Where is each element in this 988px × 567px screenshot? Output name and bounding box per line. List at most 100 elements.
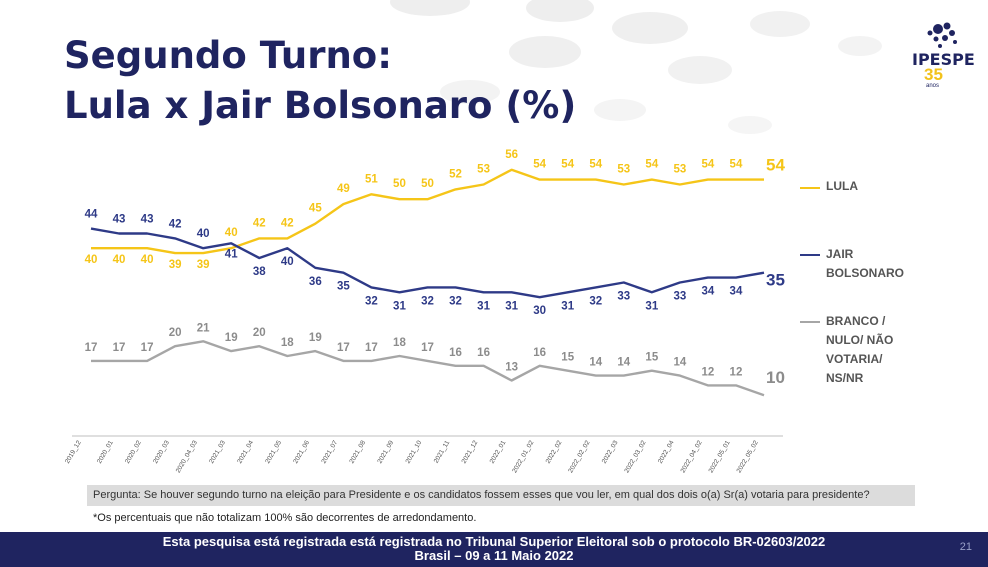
data-label-1: 42 xyxy=(169,218,182,230)
data-label-1: 31 xyxy=(505,300,518,312)
data-label-0: 54 xyxy=(702,159,715,171)
page-number: 21 xyxy=(959,541,972,553)
data-label-0: 51 xyxy=(365,173,378,185)
data-label-1: 36 xyxy=(309,276,322,288)
data-label-0: 53 xyxy=(477,164,490,176)
series-line-2 xyxy=(91,340,765,397)
logo-number: 35 xyxy=(924,65,943,84)
data-label-2: 17 xyxy=(365,342,378,354)
legend-jair-marker xyxy=(800,254,820,256)
logo-dots-icon xyxy=(927,22,957,48)
data-label-1: 33 xyxy=(617,291,630,303)
legend-lula: LULA xyxy=(826,177,858,196)
x-tick-label: 2022_02_02 xyxy=(567,439,591,474)
data-label-0: 54 xyxy=(645,159,658,171)
data-label-0: 49 xyxy=(337,183,350,195)
data-label-1: 43 xyxy=(141,214,154,226)
data-label-1: 31 xyxy=(477,300,490,312)
x-tick-label: 2022_03_02 xyxy=(623,439,647,474)
data-label-1: 40 xyxy=(281,256,294,268)
data-label-2: 20 xyxy=(169,327,182,339)
x-tick-label: 2022_01 xyxy=(489,439,508,465)
data-label-0: 40 xyxy=(141,254,154,266)
survey-question: Pergunta: Se houver segundo turno na ele… xyxy=(87,485,915,506)
data-label-0: 45 xyxy=(309,203,322,215)
x-tick-label: 2021_07 xyxy=(320,439,339,465)
x-tick-label: 2022_05_01 xyxy=(708,439,732,474)
data-label-2: 21 xyxy=(197,322,210,334)
data-label-2: 17 xyxy=(113,342,126,354)
logo-suffix: anos xyxy=(926,83,940,89)
legend-branco: BRANCO / NULO/ NÃO VOTARIA/ NS/NR xyxy=(826,312,893,388)
data-label-0: 42 xyxy=(253,217,266,229)
x-tick-label: 2021_06 xyxy=(292,439,311,465)
data-label-1: 32 xyxy=(589,295,602,307)
x-tick-label: 2021_10 xyxy=(405,439,424,465)
data-label-0: 53 xyxy=(617,164,630,176)
x-tick-label: 2022_04 xyxy=(657,439,676,465)
data-label-2: 15 xyxy=(561,352,574,364)
x-tick-label: 2020_04_03 xyxy=(175,439,199,474)
x-tick-label: 2022_01_02 xyxy=(511,439,535,474)
data-label-2: 12 xyxy=(702,366,715,378)
data-label-0: 54 xyxy=(589,159,602,171)
data-label-0: 54 xyxy=(730,159,743,171)
x-tick-label: 2022_03 xyxy=(601,439,620,465)
legend-jair-label-line2: BOLSONARO xyxy=(826,266,904,280)
legend-branco-label-line2: NULO/ NÃO xyxy=(826,333,894,347)
data-label-0: 53 xyxy=(673,164,686,176)
footer-date-text: Brasil – 09 a 11 Maio 2022 xyxy=(414,548,574,563)
footer-registration-text: Esta pesquisa está registrada está regis… xyxy=(162,534,826,549)
x-tick-label: 2021_04 xyxy=(236,439,255,465)
data-label-2: 19 xyxy=(225,332,238,344)
data-label-2: 14 xyxy=(673,357,686,369)
legend-lula-label: LULA xyxy=(826,179,858,193)
series-line-1 xyxy=(90,227,765,299)
footnote: *Os percentuais que não totalizam 100% s… xyxy=(93,512,477,524)
data-label-1: 40 xyxy=(197,228,210,240)
data-label-1: 41 xyxy=(225,248,238,260)
data-label-2: 15 xyxy=(645,352,658,364)
data-label-2: 16 xyxy=(477,347,490,359)
x-tick-label: 2022_04_02 xyxy=(680,439,704,474)
data-label-1: 32 xyxy=(421,295,434,307)
series-layer xyxy=(90,168,765,397)
x-tick-label: 2020_01 xyxy=(96,439,115,465)
data-label-0: 52 xyxy=(449,168,462,180)
data-label-1: 35 xyxy=(337,281,350,293)
data-label-1: 32 xyxy=(365,295,378,307)
data-label-1: 38 xyxy=(253,266,266,278)
data-label-0: 40 xyxy=(225,227,238,239)
data-label-1: 31 xyxy=(561,300,574,312)
data-label-2: 17 xyxy=(337,342,350,354)
ipespe-logo: IPESPE 35 anos xyxy=(912,20,975,90)
data-label-1: 34 xyxy=(730,286,743,298)
slide-title-line2: Lula x Jair Bolsonaro (%) xyxy=(64,84,577,127)
data-label-0: 54 xyxy=(533,159,546,171)
series-line-0 xyxy=(91,168,764,255)
data-label-2: 13 xyxy=(505,362,518,374)
data-label-0: 40 xyxy=(85,254,98,266)
data-label-1: 35 xyxy=(766,271,785,290)
data-label-2: 16 xyxy=(449,347,462,359)
data-label-0: 50 xyxy=(421,178,434,190)
data-label-2: 17 xyxy=(141,342,154,354)
data-label-0: 54 xyxy=(766,156,785,175)
data-label-2: 19 xyxy=(309,332,322,344)
data-label-0: 39 xyxy=(197,259,210,271)
data-label-1: 43 xyxy=(113,214,126,226)
x-tick-label: 2019_12 xyxy=(64,439,83,465)
data-label-2: 16 xyxy=(533,347,546,359)
x-tick-label: 2021_08 xyxy=(348,439,367,465)
data-label-1: 44 xyxy=(85,209,98,221)
data-label-0: 50 xyxy=(393,178,406,190)
data-label-0: 54 xyxy=(561,159,574,171)
x-tick-label: 2022_05_02 xyxy=(736,439,760,474)
x-tick-label: 2021_05 xyxy=(264,439,283,465)
legend-branco-label-line4: NS/NR xyxy=(826,371,864,385)
x-tick-labels: 2019_12 2020_01 2020_02 2020_03 2020_04_03 20… xyxy=(64,439,760,474)
x-tick-label: 2021_12 xyxy=(461,439,480,465)
legend-jair: JAIR BOLSONARO xyxy=(826,245,904,283)
